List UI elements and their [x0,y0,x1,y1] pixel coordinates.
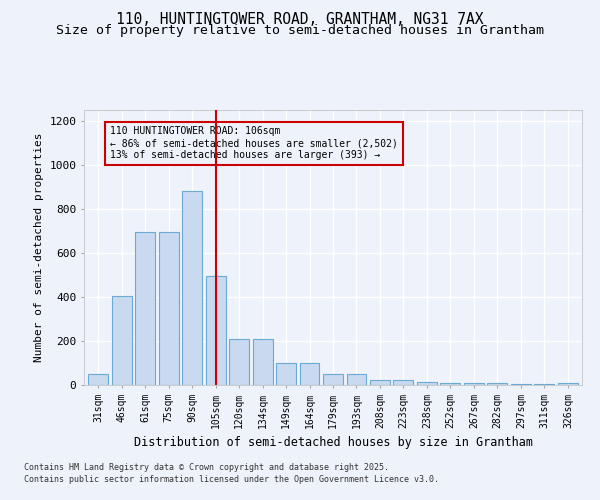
Text: 110, HUNTINGTOWER ROAD, GRANTHAM, NG31 7AX: 110, HUNTINGTOWER ROAD, GRANTHAM, NG31 7… [116,12,484,28]
Text: 110 HUNTINGTOWER ROAD: 106sqm
← 86% of semi-detached houses are smaller (2,502)
: 110 HUNTINGTOWER ROAD: 106sqm ← 86% of s… [110,126,398,160]
Bar [394,380,413,385]
Bar [417,382,437,385]
Bar [182,192,202,385]
X-axis label: Distribution of semi-detached houses by size in Grantham: Distribution of semi-detached houses by … [133,436,533,449]
Bar [535,384,554,385]
Bar [135,232,155,385]
Text: Size of property relative to semi-detached houses in Grantham: Size of property relative to semi-detach… [56,24,544,37]
Bar [229,339,249,385]
Bar [440,383,460,385]
Bar [464,383,484,385]
Bar [558,383,578,385]
Bar [299,363,319,385]
Bar [158,232,179,385]
Bar [253,339,272,385]
Bar [112,296,131,385]
Bar [511,384,531,385]
Bar [88,374,108,385]
Bar [370,380,390,385]
Y-axis label: Number of semi-detached properties: Number of semi-detached properties [34,132,44,362]
Text: Contains public sector information licensed under the Open Government Licence v3: Contains public sector information licen… [24,474,439,484]
Bar [323,374,343,385]
Bar [206,276,226,385]
Bar [487,383,508,385]
Bar [276,363,296,385]
Bar [347,374,367,385]
Text: Contains HM Land Registry data © Crown copyright and database right 2025.: Contains HM Land Registry data © Crown c… [24,464,389,472]
